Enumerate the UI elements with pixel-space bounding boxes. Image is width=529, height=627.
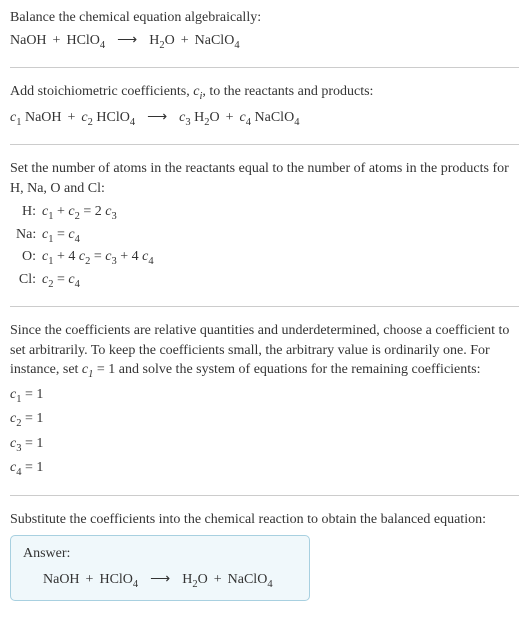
element-equation-row: O:c1 + 4 c2 = c3 + 4 c4 xyxy=(16,247,519,269)
element-equation-row: H:c1 + c2 = 2 c3 xyxy=(16,202,519,224)
term: c3 H2O xyxy=(179,108,219,130)
intro-text: Since the coefficients are relative quan… xyxy=(10,321,519,383)
term: NaClO4 xyxy=(228,570,273,592)
term: HClO4 xyxy=(66,31,105,53)
divider xyxy=(10,67,519,68)
element-equation: c1 + 4 c2 = c3 + 4 c4 xyxy=(42,247,154,269)
term: H2O xyxy=(149,31,175,53)
divider xyxy=(10,144,519,145)
term: H2O xyxy=(182,570,208,592)
arrow-icon: ⟶ xyxy=(111,31,143,51)
section-atom-balance: Set the number of atoms in the reactants… xyxy=(10,159,519,292)
plus: + xyxy=(226,108,234,128)
coefficient-values: c1 = 1c2 = 1 c3 = 1c4 = 1 xyxy=(10,385,519,481)
plus: + xyxy=(68,108,76,128)
arrow-icon: ⟶ xyxy=(141,108,173,128)
plus: + xyxy=(181,31,189,51)
term: NaOH xyxy=(43,570,80,590)
coefficient-line: c4 = 1 xyxy=(10,458,519,480)
intro-text: Substitute the coefficients into the che… xyxy=(10,510,519,530)
section-stoich: Add stoichiometric coefficients, ci, to … xyxy=(10,82,519,130)
term: c4 NaClO4 xyxy=(240,108,300,130)
term: NaClO4 xyxy=(195,31,240,53)
element-label: O: xyxy=(16,247,42,267)
answer-label: Answer: xyxy=(23,544,297,564)
coefficient-line: c1 = 1 xyxy=(10,385,519,407)
divider xyxy=(10,306,519,307)
coefficient-line: c2 = 1 xyxy=(10,409,519,431)
element-label: H: xyxy=(16,202,42,222)
section-balance-intro: Balance the chemical equation algebraica… xyxy=(10,8,519,53)
term: c2 HClO4 xyxy=(81,108,135,130)
intro-text: Add stoichiometric coefficients, ci, to … xyxy=(10,82,519,104)
element-equation-row: Na:c1 = c4 xyxy=(16,225,519,247)
arrow-icon: ⟶ xyxy=(144,570,176,590)
element-label: Cl: xyxy=(16,270,42,290)
section-answer: Substitute the coefficients into the che… xyxy=(10,510,519,602)
term: HClO4 xyxy=(99,570,138,592)
coef-symbol: c1 xyxy=(82,362,93,377)
plus: + xyxy=(53,31,61,51)
term: c1 NaOH xyxy=(10,108,62,130)
term: NaOH xyxy=(10,31,47,51)
element-equations: H:c1 + c2 = 2 c3Na:c1 = c4O:c1 + 4 c2 = … xyxy=(16,202,519,292)
intro-text: Balance the chemical equation algebraica… xyxy=(10,8,519,28)
element-label: Na: xyxy=(16,225,42,245)
intro-text: Set the number of atoms in the reactants… xyxy=(10,159,519,198)
element-equation-row: Cl:c2 = c4 xyxy=(16,270,519,292)
element-equation: c2 = c4 xyxy=(42,270,80,292)
equation-with-coeffs: c1 NaOH + c2 HClO4 ⟶ c3 H2O + c4 NaClO4 xyxy=(10,108,519,130)
equation-balanced: NaOH + HClO4 ⟶ H2O + NaClO4 xyxy=(23,570,297,592)
plus: + xyxy=(214,570,222,590)
section-solve: Since the coefficients are relative quan… xyxy=(10,321,519,481)
divider xyxy=(10,495,519,496)
equation-unbalanced: NaOH + HClO4 ⟶ H2O + NaClO4 xyxy=(10,31,519,53)
coefficient-line: c3 = 1 xyxy=(10,434,519,456)
element-equation: c1 + c2 = 2 c3 xyxy=(42,202,117,224)
answer-box: Answer: NaOH + HClO4 ⟶ H2O + NaClO4 xyxy=(10,535,310,601)
element-equation: c1 = c4 xyxy=(42,225,80,247)
plus: + xyxy=(86,570,94,590)
